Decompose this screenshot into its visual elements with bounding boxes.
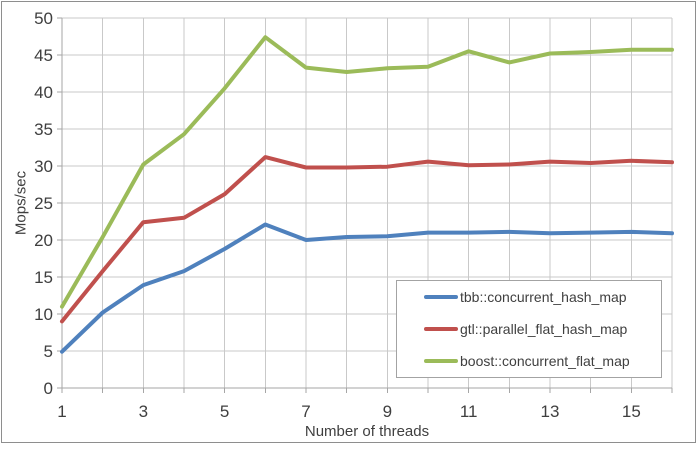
y-tick-label: 25	[34, 194, 53, 213]
y-tick-label: 5	[44, 342, 53, 361]
legend-line-swatch-0	[424, 295, 458, 299]
legend-line-swatch-1	[424, 327, 458, 331]
x-tick-label: 9	[383, 402, 392, 421]
y-axis-title: Mops/sec	[12, 170, 30, 236]
x-tick-label: 13	[541, 402, 560, 421]
series-line-0	[60, 222, 674, 354]
legend-item-2: boost::concurrent_flat_map	[424, 353, 661, 369]
x-tick-label: 5	[220, 402, 229, 421]
y-tick-label: 45	[34, 46, 53, 65]
y-tick-label: 50	[34, 9, 53, 28]
x-tick-label: 15	[622, 402, 641, 421]
x-tick-label: 1	[57, 402, 66, 421]
series-line-2	[60, 35, 674, 309]
legend-line-swatch-2	[424, 359, 458, 363]
x-tick-label: 3	[139, 402, 148, 421]
x-tick-label: 7	[301, 402, 310, 421]
x-tick-label: 11	[460, 402, 478, 421]
y-tick-label: 35	[34, 120, 53, 139]
y-tick-label: 10	[34, 305, 53, 324]
legend-item-1: gtl::parallel_flat_hash_map	[424, 321, 661, 337]
y-tick-label: 40	[34, 83, 53, 102]
series-line-1	[60, 155, 674, 324]
y-tick-label: 30	[34, 157, 53, 176]
y-tick-label: 0	[44, 379, 53, 398]
legend-label-0: tbb::concurrent_hash_map	[460, 289, 627, 305]
y-tick-label: 20	[34, 231, 53, 250]
x-axis-title: Number of threads	[304, 423, 430, 440]
y-tick-label: 15	[34, 268, 53, 287]
legend-label-2: boost::concurrent_flat_map	[460, 353, 630, 369]
legend-item-0: tbb::concurrent_hash_map	[424, 289, 661, 305]
legend-label-1: gtl::parallel_flat_hash_map	[460, 321, 628, 337]
